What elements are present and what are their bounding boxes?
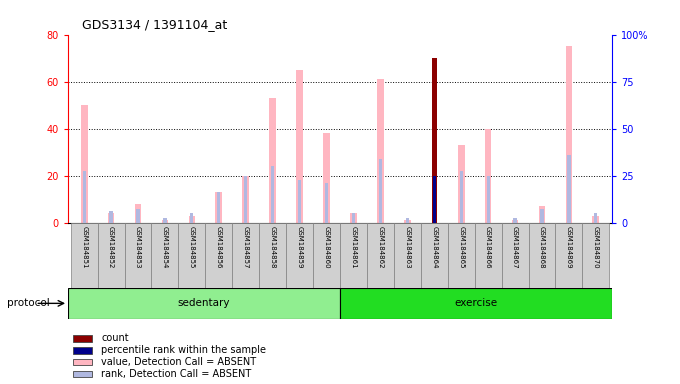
Bar [135,204,141,223]
Bar [404,220,411,223]
Bar [242,176,249,223]
Bar [460,171,463,223]
Bar [73,359,92,366]
Bar [377,79,384,223]
Bar [98,223,124,288]
Text: GSM184857: GSM184857 [243,226,249,268]
Bar [513,218,517,223]
Bar [325,183,328,223]
Bar [367,223,394,288]
Bar [406,218,409,223]
Text: exercise: exercise [454,298,498,308]
Bar [296,70,303,223]
Bar [511,220,518,223]
Text: sedentary: sedentary [177,298,231,308]
Bar [73,371,92,377]
Bar [244,176,248,223]
Bar [259,223,286,288]
Text: GSM184859: GSM184859 [296,226,303,268]
Bar [81,105,88,223]
Text: GSM184851: GSM184851 [81,226,87,268]
Text: GSM184870: GSM184870 [593,226,599,269]
Bar [432,58,437,223]
Text: GSM184868: GSM184868 [539,226,545,269]
Bar [178,223,205,288]
Text: GSM184866: GSM184866 [485,226,491,269]
Bar [458,145,464,223]
Bar [152,223,178,288]
Bar [233,223,259,288]
Bar [68,288,340,319]
Text: GSM184867: GSM184867 [512,226,518,269]
Bar [528,223,556,288]
Bar [190,214,194,223]
Text: GSM184856: GSM184856 [216,226,222,268]
Bar [73,335,92,342]
Bar [298,180,301,223]
Text: rank, Detection Call = ABSENT: rank, Detection Call = ABSENT [101,369,252,379]
Bar [541,209,543,223]
Bar [350,214,357,223]
Bar [447,223,475,288]
Text: GSM184863: GSM184863 [405,226,410,269]
Bar [502,223,528,288]
Text: GSM184864: GSM184864 [431,226,437,268]
Text: GDS3134 / 1391104_at: GDS3134 / 1391104_at [82,18,227,31]
Bar [313,223,340,288]
Bar [286,223,313,288]
Text: GSM184869: GSM184869 [566,226,572,269]
Bar [352,214,355,223]
Bar [163,218,167,223]
Bar [216,192,222,223]
Bar [217,192,220,223]
Text: protocol: protocol [7,298,50,308]
Bar [432,176,436,223]
Bar [82,171,86,223]
Bar [421,223,447,288]
Bar [124,223,152,288]
Bar [188,216,195,223]
Bar [271,166,274,223]
Text: GSM184860: GSM184860 [324,226,330,269]
Bar [137,209,139,223]
Bar [340,223,367,288]
Text: GSM184855: GSM184855 [189,226,195,268]
Bar [394,223,421,288]
Bar [162,220,169,223]
Bar [594,214,598,223]
Text: GSM184854: GSM184854 [162,226,168,268]
Bar [107,214,114,223]
Bar [582,223,609,288]
Bar [592,216,599,223]
Text: GSM184861: GSM184861 [350,226,356,269]
Bar [73,347,92,354]
Bar [566,46,573,223]
Text: count: count [101,333,129,343]
Bar [71,223,98,288]
Bar [269,98,276,223]
Bar [109,211,113,223]
Bar [379,159,382,223]
Bar [323,133,330,223]
Text: GSM184862: GSM184862 [377,226,384,268]
Bar [486,176,490,223]
Bar [539,206,545,223]
Bar [340,288,612,319]
Text: GSM184865: GSM184865 [458,226,464,268]
Bar [556,223,582,288]
Text: GSM184852: GSM184852 [108,226,114,268]
Text: value, Detection Call = ABSENT: value, Detection Call = ABSENT [101,357,256,367]
Bar [567,154,571,223]
Bar [205,223,233,288]
Bar [485,129,492,223]
Text: GSM184858: GSM184858 [270,226,275,268]
Bar [432,218,436,223]
Text: percentile rank within the sample: percentile rank within the sample [101,345,267,355]
Text: GSM184853: GSM184853 [135,226,141,268]
Bar [475,223,502,288]
